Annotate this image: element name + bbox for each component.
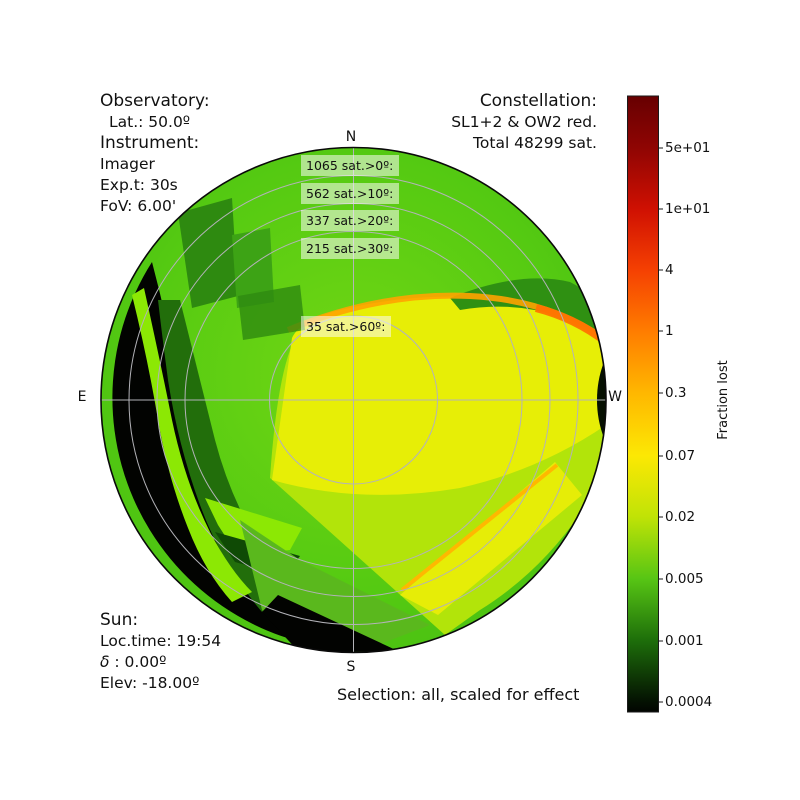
colorbar-tick-0p02: 0.02 (665, 509, 696, 525)
sun-info: Sun: Loc.time: 19:54 δ : 0.00º Elev: -18… (100, 610, 221, 694)
compass-east: E (77, 389, 87, 405)
colorbar-tick-0p0004: 0.0004 (665, 694, 713, 710)
region-yellow-band (272, 296, 606, 495)
instrument-title: Instrument: (100, 133, 200, 153)
observatory-info: Observatory: Lat.: 50.0º Instrument: Ima… (100, 91, 210, 217)
region-orange-edge-se (400, 463, 559, 592)
colorbar-tick-10: 1e+01 (665, 201, 711, 217)
colorbar-tick-1: 1 (665, 323, 674, 339)
colorbar (627, 95, 663, 713)
region-darkgreen-nw-wedge (450, 278, 606, 340)
colorbar-tickmarks (658, 147, 663, 703)
compass-south: S (346, 659, 356, 675)
selection-caption: Selection: all, scaled for effect (337, 685, 580, 704)
region-dark-step-2 (232, 228, 274, 308)
ring-label-30deg: 215 sat.>30º: (301, 238, 400, 259)
colorbar-tick-0p07: 0.07 (665, 448, 696, 464)
compass-west: W (608, 389, 622, 405)
region-dark-step-1 (178, 198, 238, 308)
observatory-latitude: Lat.: 50.0º (109, 113, 191, 131)
delta-symbol: δ (100, 653, 110, 671)
ring-label-60deg: 35 sat.>60º: (301, 316, 392, 337)
constellation-title: Constellation: (479, 91, 597, 111)
compass-north: N (345, 129, 357, 145)
constellation-total: Total 48299 sat. (473, 134, 597, 152)
colorbar-gradient (627, 95, 659, 713)
horizon-rim (100, 146, 607, 654)
constellation-info: Constellation: SL1+2 & OW2 red. Total 48… (357, 91, 597, 154)
region-shadow-east (112, 262, 391, 651)
ring-label-20deg: 337 sat.>20º: (301, 210, 400, 231)
colorbar-tick-50: 5e+01 (665, 140, 711, 156)
sun-declination: δ : 0.00º (100, 652, 221, 673)
instrument-name: Imager (100, 155, 155, 173)
colorbar-tick-0p001: 0.001 (665, 633, 704, 649)
ring-label-10deg: 562 sat.>10º: (301, 183, 400, 204)
observatory-title: Observatory: (100, 91, 210, 111)
ring-label-0deg: 1065 sat.>0º: (301, 155, 400, 176)
exposure-time: Exp.t: 30s (100, 176, 178, 194)
colorbar-tick-4: 4 (665, 262, 674, 278)
colorbar-tick-0p3: 0.3 (665, 385, 687, 401)
field-of-view: FoV: 6.00' (100, 197, 177, 215)
region-darkgreen-sw-band (158, 300, 296, 612)
region-dark-step-3 (238, 285, 305, 340)
delta-value: : 0.00º (109, 653, 167, 671)
constellation-name: SL1+2 & OW2 red. (451, 113, 597, 131)
sun-local-time: Loc.time: 19:54 (100, 632, 222, 650)
sun-title: Sun: (100, 610, 139, 630)
region-yellow-streak-se (400, 462, 582, 615)
colorbar-tick-0p005: 0.005 (665, 571, 704, 587)
colorbar-axis-label: Fraction lost (716, 360, 731, 440)
sun-elevation: Elev: -18.00º (100, 674, 200, 692)
region-shadow-south (262, 595, 398, 653)
